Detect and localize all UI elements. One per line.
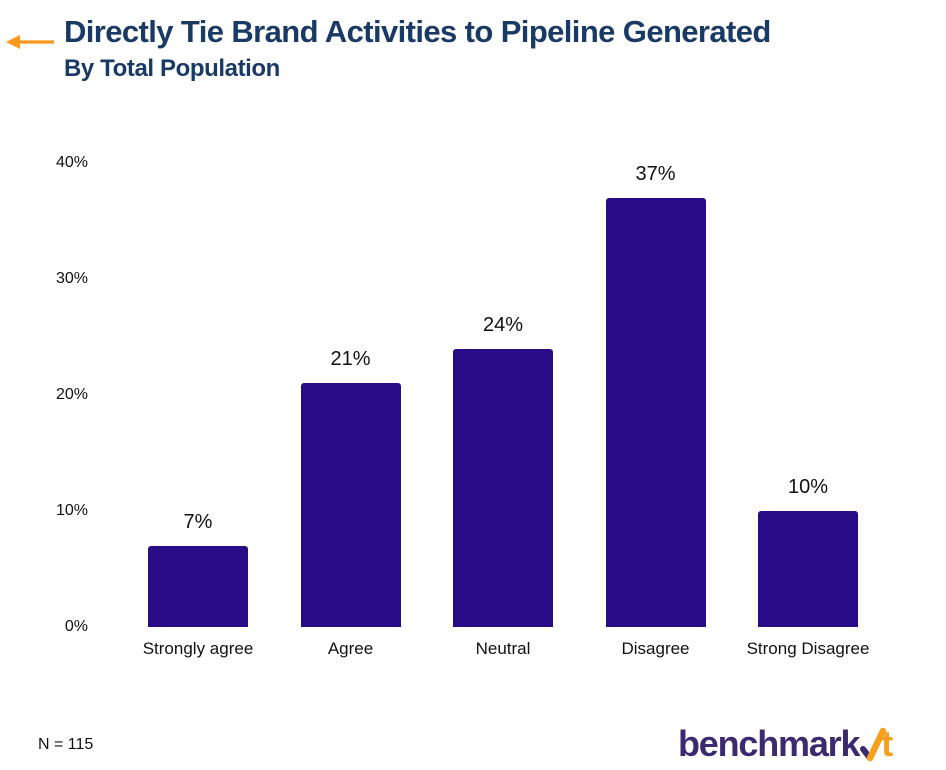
benchmarkit-logo: benchmark t: [678, 722, 893, 766]
check-icon: [860, 727, 887, 762]
bar-group-disagree: 37% Disagree: [605, 162, 706, 658]
bar-group-agree: 21% Agree: [300, 163, 401, 658]
sample-size-note: N = 115: [38, 736, 94, 753]
bar-chart: 7% Strongly agree 21% Agree 24% Neutral 37% Dis…: [143, 162, 870, 658]
page-title: Directly Tie Brand Activities to Pipelin…: [64, 14, 771, 49]
bar-value-label: 21%: [330, 348, 371, 371]
x-axis-category-label: Neutral: [475, 639, 531, 658]
bar: [300, 383, 401, 627]
y-axis-tick-label: 20%: [55, 386, 88, 403]
page-subtitle: By Total Population: [64, 55, 280, 82]
bar: [758, 511, 858, 627]
bar-group-strong-disagree: 10% Strong Disagree: [747, 163, 870, 658]
back-arrow-icon: [6, 35, 54, 49]
y-axis-tick-label: 30%: [55, 270, 88, 287]
bar: [148, 545, 248, 627]
y-axis-tick-label: 10%: [55, 502, 88, 519]
bar-group-strongly-agree: 7% Strongly agree: [143, 163, 254, 658]
x-axis-category-label: Agree: [327, 639, 374, 658]
bar: [605, 197, 706, 627]
y-axis-tick-label: 0%: [64, 618, 88, 635]
logo-text-main: benchmark: [678, 723, 860, 764]
bar-value-label: 7%: [183, 510, 213, 533]
y-axis-tick-label: 40%: [55, 154, 88, 171]
y-axis: 0% 10% 20% 30% 40%: [28, 153, 88, 637]
x-axis-category-label: Disagree: [621, 639, 690, 658]
logo-text-accent: t: [881, 723, 893, 764]
bar: [453, 348, 553, 627]
x-axis-category-label: Strong Disagree: [746, 639, 870, 658]
bar-value-label: 24%: [482, 313, 524, 336]
bar-value-label: 37%: [635, 162, 676, 185]
bar-value-label: 10%: [787, 476, 829, 498]
bar-group-neutral: 24% Neutral: [453, 163, 553, 658]
x-axis-category-label: Strongly agree: [142, 639, 254, 658]
